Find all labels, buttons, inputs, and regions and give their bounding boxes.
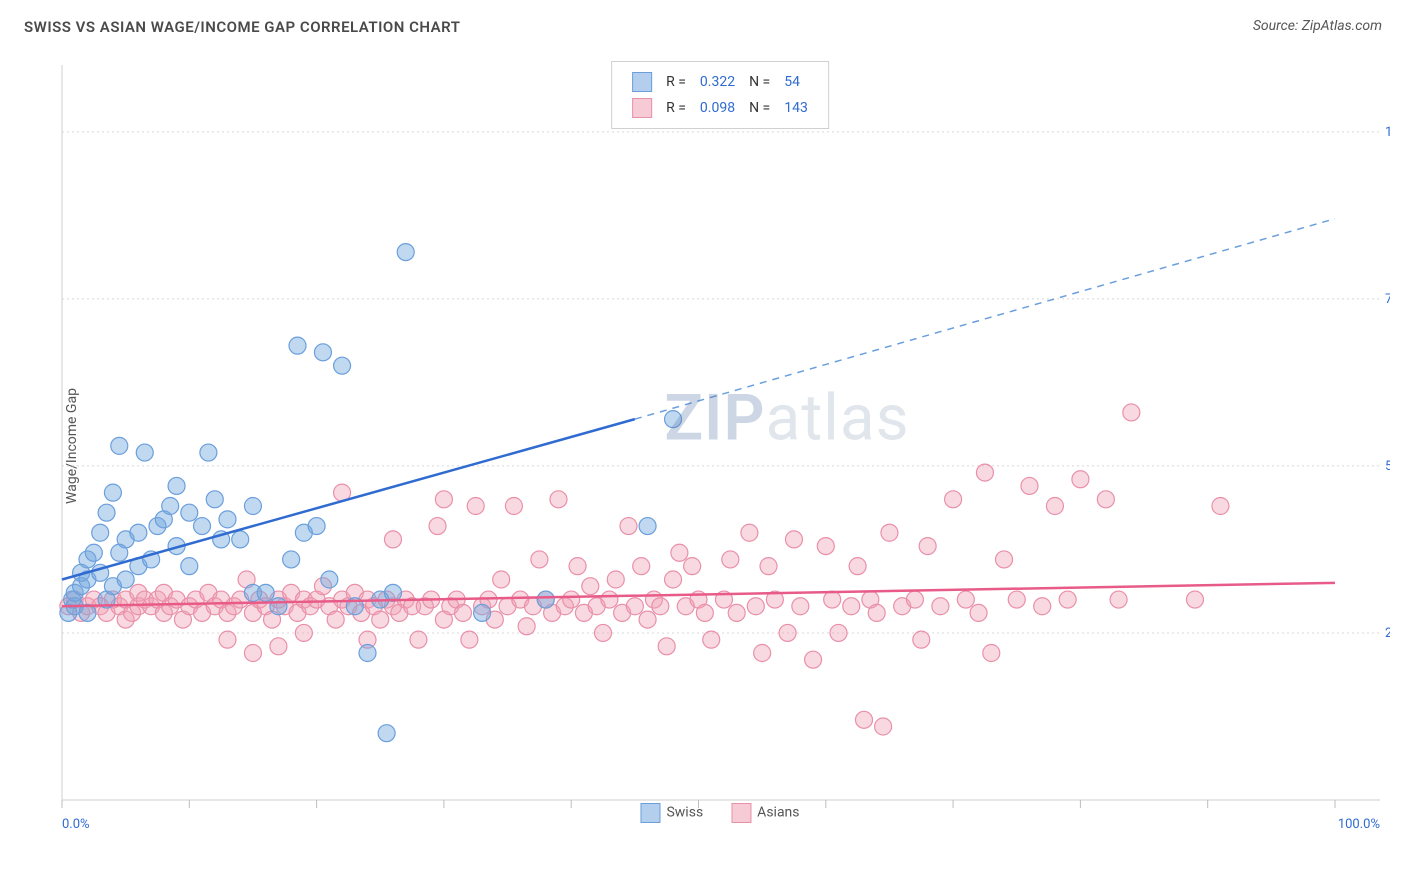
legend-item-swiss: Swiss: [640, 803, 703, 823]
source-label: Source: ZipAtlas.com: [1253, 18, 1382, 34]
svg-text:0.0%: 0.0%: [62, 817, 90, 832]
n-label: N =: [743, 70, 776, 94]
r-value: 0.322: [694, 70, 741, 94]
svg-text:50.0%: 50.0%: [1385, 459, 1390, 474]
svg-text:75.0%: 75.0%: [1385, 292, 1390, 307]
r-label: R =: [660, 70, 692, 94]
n-label: N =: [743, 96, 776, 120]
chart-title: SWISS VS ASIAN WAGE/INCOME GAP CORRELATI…: [24, 18, 460, 36]
svg-text:100.0%: 100.0%: [1338, 817, 1380, 832]
legend-label: Asians: [757, 805, 799, 821]
n-value: 143: [778, 96, 814, 120]
swiss-swatch: [640, 803, 660, 823]
asian-swatch: [731, 803, 751, 823]
asian-swatch: [632, 98, 652, 118]
legend-item-asian: Asians: [731, 803, 799, 823]
r-label: R =: [660, 96, 692, 120]
swiss-swatch: [632, 72, 652, 92]
legend-label: Swiss: [666, 805, 703, 821]
svg-text:100.0%: 100.0%: [1385, 125, 1390, 140]
n-value: 54: [778, 70, 814, 94]
series-legend: Swiss Asians: [640, 803, 799, 823]
scatter-plot: 25.0% 50.0% 75.0% 100.0% 0.0% 100.0% R =0.322…: [50, 55, 1390, 845]
svg-text:25.0%: 25.0%: [1385, 626, 1390, 641]
correlation-legend: R =0.322N =54 R =0.098N =143: [611, 61, 829, 129]
r-value: 0.098: [694, 96, 741, 120]
